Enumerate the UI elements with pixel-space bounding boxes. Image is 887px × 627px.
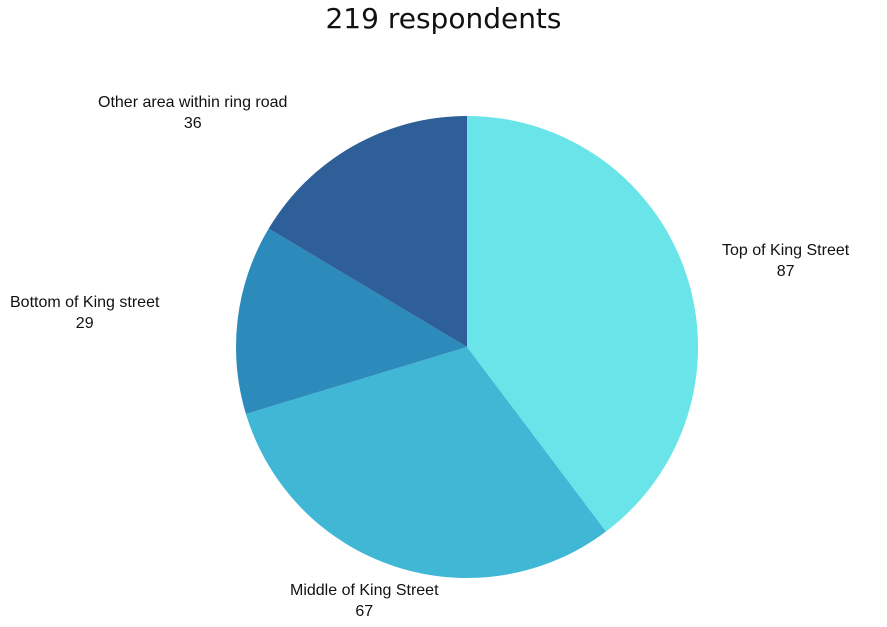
- pie-slice-other-area-within-ring-road: [268, 115, 467, 347]
- slice-label-value: 67: [355, 603, 374, 620]
- slice-label-text: Middle of King Street: [290, 582, 439, 599]
- chart-title: 219 respondents: [325, 2, 562, 35]
- slice-label-value: 87: [776, 263, 795, 280]
- pie-slice-bottom-of-king-street: [236, 228, 467, 414]
- slice-label-bottom-of-king-street: Bottom of King street 29: [10, 292, 159, 334]
- pie-slice-top-of-king-street: [467, 115, 699, 532]
- slice-label-top-of-king-street: Top of King Street 87: [722, 240, 849, 282]
- slice-label-text: Bottom of King street: [10, 294, 160, 311]
- slice-label-value: 36: [183, 115, 202, 132]
- slice-label-text: Top of King Street: [722, 242, 850, 259]
- slice-label-other-area: Other area within ring road 36: [98, 92, 287, 134]
- pie-slice-middle-of-king-street: [245, 347, 606, 579]
- slice-label-value: 29: [75, 315, 94, 332]
- slice-label-middle-of-king-street: Middle of King Street 67: [290, 580, 439, 622]
- slice-label-text: Other area within ring road: [98, 94, 288, 111]
